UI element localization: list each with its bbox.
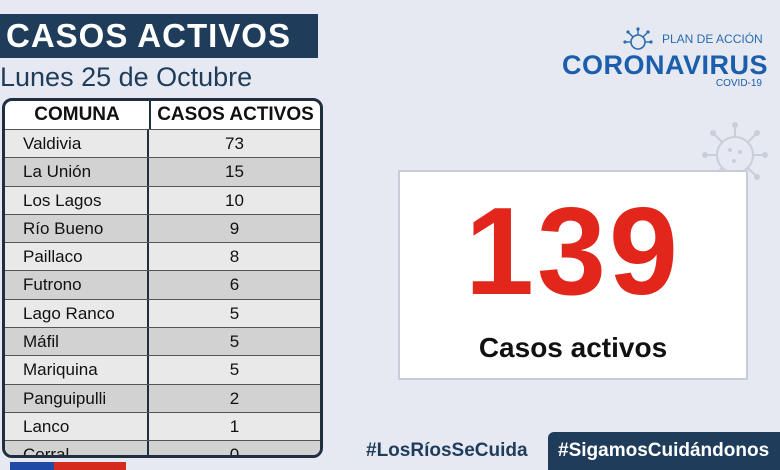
virus-icon	[623, 27, 653, 50]
casos-cell: 1	[229, 416, 240, 436]
table-row: Futrono 6	[5, 270, 320, 299]
table-body: Valdivia 73 La Unión 15 Los Lagos 10 Río Bueno…	[5, 129, 320, 458]
date-label: Lunes 25 de Octubre	[0, 62, 253, 92]
casos-cell: 73	[225, 134, 244, 153]
cases-table: COMUNA CASOS ACTIVOS Valdivia 73 La Unión 1…	[2, 98, 323, 458]
comuna-cell: Panguipulli	[5, 384, 149, 412]
casos-cell: 2	[229, 388, 240, 408]
table-row: Río Bueno 9	[5, 213, 320, 243]
table-row: Valdivia 73	[5, 129, 320, 158]
page-title: CASOS ACTIVOS	[6, 17, 291, 54]
hashtag-los-rios: #LosRíosSeCuida	[366, 440, 528, 461]
casos-cell: 10	[225, 190, 244, 210]
comuna-cell: Valdivia	[5, 130, 149, 158]
table-row: Lago Ranco 5	[5, 298, 320, 328]
comuna-cell: La Unión	[5, 158, 149, 186]
logo-name: CORONAVIRUS	[562, 50, 769, 80]
casos-cell: 5	[229, 303, 240, 323]
logo-sub: COVID-19	[715, 78, 762, 89]
comuna-cell: Lanco	[5, 412, 149, 441]
title-banner: CASOS ACTIVOS	[0, 14, 318, 58]
comuna-cell: Máfil	[5, 328, 149, 356]
logo-plan-text: PLAN DE ACCIÓN	[662, 32, 763, 46]
comuna-cell: Corral	[5, 441, 149, 455]
coronavirus-logo: PLAN DE ACCIÓN CORONAVIRUS COVID-19	[562, 24, 769, 90]
hashtag-sigamos: #SigamosCuidándonos	[548, 432, 780, 470]
casos-cell: 15	[225, 162, 244, 182]
header-casos: CASOS ACTIVOS	[157, 104, 314, 125]
table-row: Paillaco 8	[5, 242, 320, 271]
table-row: Corral 0	[5, 440, 320, 458]
comuna-cell: Río Bueno	[5, 214, 149, 243]
comuna-cell: Futrono	[5, 271, 149, 299]
header-comuna: COMUNA	[5, 101, 151, 129]
casos-cell: 5	[229, 332, 240, 352]
flag-stripe	[10, 462, 126, 470]
total-cases-number: 139	[465, 183, 681, 321]
hashtag-sigamos-text: #SigamosCuidándonos	[558, 440, 770, 461]
table-row: Máfil 5	[5, 327, 320, 356]
total-cases-box: 139 Casos activos	[398, 170, 748, 380]
flag-blue	[10, 462, 54, 470]
casos-cell: 8	[229, 247, 240, 267]
casos-cell: 5	[229, 360, 240, 380]
comuna-cell: Mariquina	[5, 356, 149, 384]
casos-cell: 6	[229, 275, 240, 295]
casos-cell: 9	[229, 218, 240, 238]
casos-cell: 0	[229, 445, 240, 458]
table-row: La Unión 15	[5, 157, 320, 186]
table-header: COMUNA CASOS ACTIVOS	[5, 101, 320, 129]
comuna-cell: Lago Ranco	[5, 299, 149, 328]
table-row: Los Lagos 10	[5, 185, 320, 214]
flag-red	[54, 462, 126, 470]
table-row: Mariquina 5	[5, 355, 320, 384]
comuna-cell: Paillaco	[5, 243, 149, 271]
table-row: Panguipulli 2	[5, 383, 320, 412]
table-row: Lanco 1	[5, 411, 320, 441]
total-cases-label: Casos activos	[478, 332, 668, 363]
comuna-cell: Los Lagos	[5, 186, 149, 214]
